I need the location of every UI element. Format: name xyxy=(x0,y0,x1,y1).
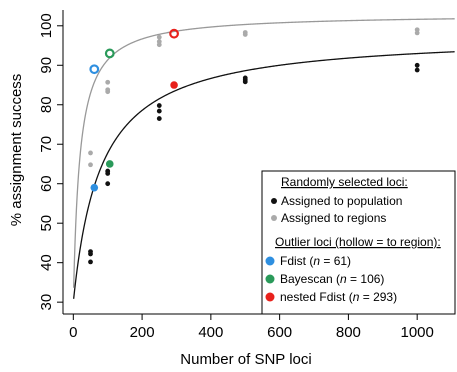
y-tick-label-80: 80 xyxy=(38,96,55,113)
fit-curves xyxy=(73,18,455,299)
data-point-s1-12 xyxy=(242,79,248,85)
data-point-s1-6 xyxy=(105,181,111,187)
y-tick-label-60: 60 xyxy=(38,175,55,192)
y-tick-label-30: 30 xyxy=(38,294,55,311)
legend-heading-outlier: Outlier loci (hollow = to region): xyxy=(275,235,441,249)
data-point-s1-3 xyxy=(88,259,93,265)
y-tick-label-90: 90 xyxy=(38,57,55,74)
data-points xyxy=(88,27,420,265)
fit-curve-1 xyxy=(73,51,455,299)
legend-marker-population xyxy=(271,198,277,204)
legend-marker-nested-fdist xyxy=(265,292,275,302)
x-axis-title: Number of SNP loci xyxy=(180,351,311,368)
y-tick-label-100: 100 xyxy=(38,13,55,38)
y-axis-title: % assignment success xyxy=(8,74,25,227)
legend-marker-fdist xyxy=(265,256,275,266)
data-point-s4-2 xyxy=(104,48,115,59)
y-tick-label-70: 70 xyxy=(38,136,55,153)
x-axis-ticks: 0 200 400 600 800 1000 xyxy=(69,314,434,341)
data-point-s3-1 xyxy=(90,183,99,192)
data-point-s3-2 xyxy=(89,64,100,75)
legend-label-population: Assigned to population xyxy=(281,194,402,208)
x-tick-label-600: 600 xyxy=(267,324,292,341)
legend-label-bayescan: Bayescan (n = 106) xyxy=(280,272,384,286)
x-tick-label-1000: 1000 xyxy=(400,324,433,341)
data-point-s1-2 xyxy=(88,251,93,257)
data-point-s1-13 xyxy=(414,62,420,68)
data-point-s2-2 xyxy=(88,162,93,168)
x-tick-label-400: 400 xyxy=(198,324,223,341)
x-tick-label-0: 0 xyxy=(69,324,77,341)
data-point-s2-12 xyxy=(414,30,420,36)
legend-heading-random: Randomly selected loci: xyxy=(281,175,408,189)
data-point-s1-5 xyxy=(105,171,111,176)
plot-area xyxy=(73,18,455,299)
data-point-s1-14 xyxy=(414,67,420,73)
legend: Randomly selected loci: Assigned to popu… xyxy=(261,170,456,315)
legend-label-fdist: Fdist (n = 61) xyxy=(280,254,351,268)
y-tick-label-40: 40 xyxy=(38,254,55,271)
data-point-s5-2 xyxy=(169,28,179,39)
legend-label-nested-fdist: nested Fdist (n = 293) xyxy=(280,290,397,304)
fit-curve-2 xyxy=(73,18,455,288)
data-point-s2-3 xyxy=(105,79,111,85)
y-tick-label-50: 50 xyxy=(38,215,55,232)
data-point-s2-10 xyxy=(242,32,248,37)
data-point-s1-9 xyxy=(156,116,162,121)
legend-marker-bayescan xyxy=(265,274,275,284)
data-point-s2-5 xyxy=(105,89,111,95)
x-tick-label-200: 200 xyxy=(130,324,155,341)
data-point-s4-1 xyxy=(105,160,114,168)
data-point-s1-8 xyxy=(156,108,162,114)
legend-marker-regions xyxy=(271,215,277,221)
x-tick-label-800: 800 xyxy=(336,324,361,341)
y-axis-ticks: 30 40 50 60 70 80 90 100 xyxy=(38,13,63,310)
data-point-s5-1 xyxy=(170,81,178,89)
data-point-s2-6 xyxy=(156,34,162,40)
data-point-s1-7 xyxy=(156,103,162,108)
data-point-s2-8 xyxy=(156,42,162,48)
legend-label-regions: Assigned to regions xyxy=(281,211,386,225)
data-point-s2-1 xyxy=(88,150,93,156)
legend-box xyxy=(261,170,456,315)
